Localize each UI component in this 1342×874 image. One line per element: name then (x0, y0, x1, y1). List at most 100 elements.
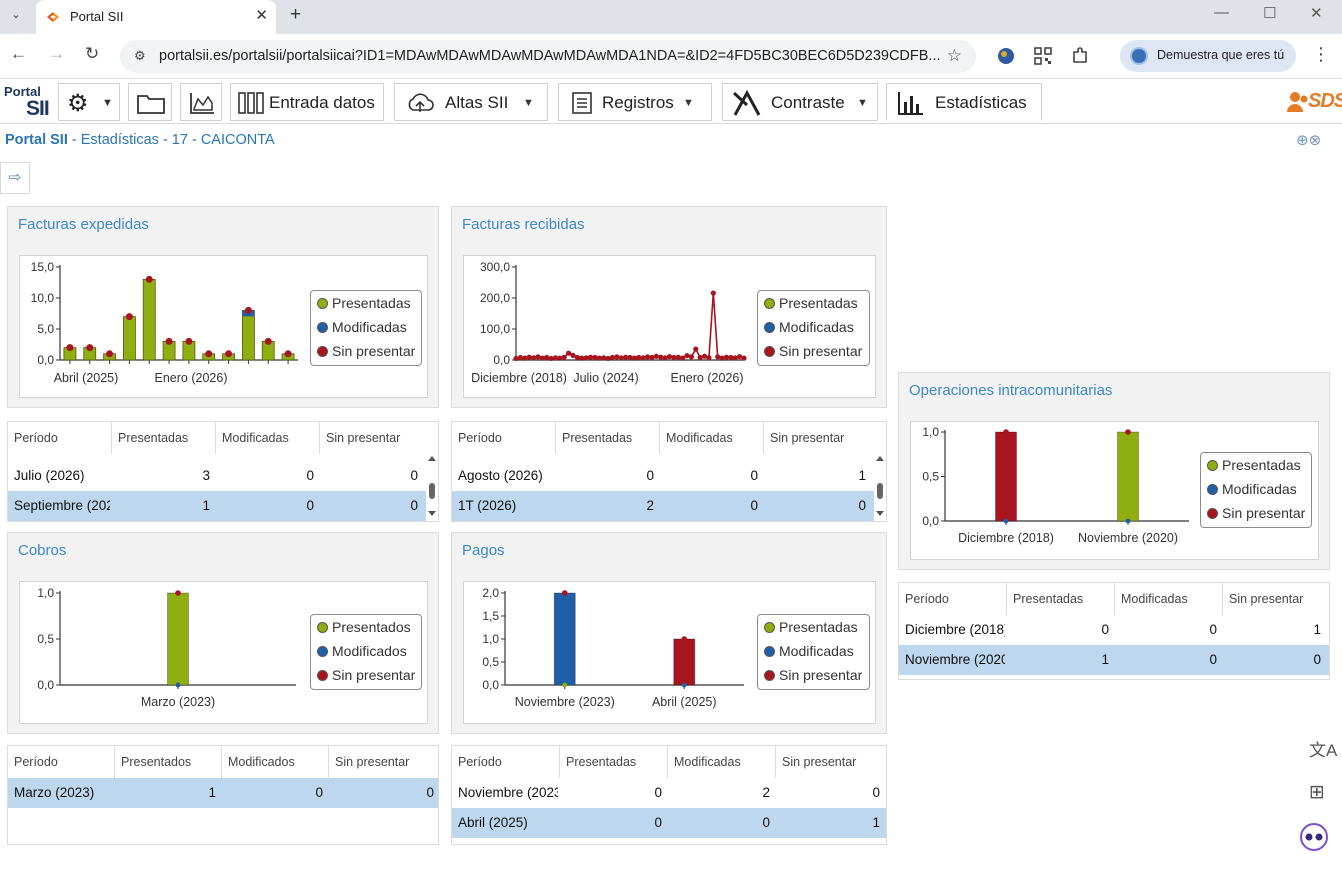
data-point (693, 346, 699, 352)
column-header[interactable]: Período (8, 746, 115, 778)
qr-code-icon[interactable] (1034, 47, 1052, 65)
column-header[interactable]: Sin presentar (770, 431, 845, 445)
table-row[interactable]: Julio (2026) 3 0 0 (8, 461, 426, 491)
legend-item-modificadas[interactable]: Modificadas (317, 319, 407, 335)
address-bar[interactable]: ⚙ portalsii.es/portalsii/portalsiicai?ID… (120, 40, 976, 73)
table-row[interactable]: Septiembre (202 1 0 0 (8, 491, 426, 521)
table-scrollbar[interactable] (874, 455, 886, 521)
data-point (681, 636, 688, 642)
legend-item-presentadas[interactable]: Presentadas (764, 295, 858, 311)
data-point (684, 353, 690, 359)
maximize-icon[interactable]: ☐ (1263, 5, 1277, 22)
column-header[interactable]: Período (899, 583, 1007, 615)
contraste-button[interactable]: Contraste ▼ (722, 83, 878, 121)
legend-item-sin-presentar[interactable]: Sin presentar (317, 343, 415, 359)
chart-legend: Presentadas Modificadas Sin presentar (310, 290, 422, 366)
browser-menu-icon[interactable]: ⋮ (1312, 44, 1330, 64)
legend-item-presentadas[interactable]: Presentadas (317, 295, 411, 311)
data-point (701, 353, 708, 359)
site-settings-icon[interactable]: ⚙ (134, 48, 146, 63)
column-header[interactable]: Modificadas (216, 422, 320, 454)
column-header[interactable]: Presentadas (560, 746, 668, 778)
minimize-icon[interactable]: — (1214, 4, 1229, 21)
column-header[interactable]: Presentadas (556, 422, 660, 454)
legend-dot-icon (317, 298, 328, 309)
apps-grid-icon[interactable]: ⊞ (1309, 782, 1325, 803)
column-header[interactable]: Sin presentar (326, 431, 401, 445)
column-header[interactable]: Sin presentar (1229, 592, 1304, 606)
table-row[interactable]: Abril (2025) 0 0 1 (452, 808, 886, 838)
y-tick-label: 100,0 (480, 322, 510, 336)
column-header[interactable]: Período (452, 422, 556, 454)
data-point (627, 354, 633, 361)
reload-icon[interactable]: ↻ (85, 44, 100, 63)
column-header[interactable]: Sin presentar (335, 755, 410, 769)
legend-item-presentados[interactable]: Presentados (317, 619, 411, 635)
back-arrow-icon[interactable]: ← (10, 44, 27, 63)
table-scrollbar[interactable] (426, 455, 438, 521)
breadcrumb-root[interactable]: Portal SII (5, 132, 68, 148)
table-facturas-recibidas: Período Presentadas Modificadas Sin pres… (451, 421, 887, 522)
table-row[interactable]: Noviembre (2020 1 0 0 (899, 645, 1329, 675)
legend-item-sin-presentar[interactable]: Sin presentar (1207, 505, 1305, 521)
column-header[interactable]: Presentadas (112, 422, 216, 454)
tab-close-icon[interactable]: ✕ (255, 7, 268, 24)
table-row[interactable]: Diciembre (2018) 0 0 1 (899, 615, 1329, 645)
profile-chip[interactable]: Demuestra que eres tú (1120, 40, 1296, 72)
table-row[interactable]: Noviembre (2023 0 2 0 (452, 778, 886, 808)
data-point (145, 275, 153, 283)
extension-globe-icon[interactable] (997, 47, 1015, 65)
column-header[interactable]: Presentados (115, 746, 222, 778)
new-tab-button[interactable]: + (290, 4, 302, 25)
table-row[interactable]: Marzo (2023) 1 0 0 (8, 778, 438, 808)
column-header[interactable]: Modificados (222, 746, 329, 778)
expand-icon[interactable]: ⊕ (1296, 132, 1309, 149)
table-row[interactable]: Agosto (2026) 0 0 1 (452, 461, 874, 491)
legend-item-modificadas[interactable]: Modificadas (764, 319, 854, 335)
bar (123, 316, 136, 361)
sds-logo[interactable]: SDS (1282, 82, 1342, 122)
window-close-icon[interactable]: ✕ (1310, 5, 1323, 22)
chart-area-button[interactable] (180, 83, 222, 121)
chart-container: 2,0 1,5 1,0 0,5 0,0 Noviembre (2023) Abril (20… (463, 581, 876, 724)
legend-item-sin-presentar[interactable]: Sin presentar (764, 667, 862, 683)
column-header[interactable]: Período (8, 422, 112, 454)
bookmark-star-icon[interactable]: ☆ (946, 46, 962, 65)
column-header[interactable]: Modificadas (1115, 583, 1223, 615)
extensions-puzzle-icon[interactable] (1071, 47, 1089, 65)
column-header[interactable]: Período (452, 746, 560, 778)
url-text[interactable]: portalsii.es/portalsii/portalsiicai?ID1=… (159, 48, 941, 64)
data-point (710, 290, 716, 296)
table-row[interactable]: 1T (2026) 2 0 0 (452, 491, 874, 521)
column-header[interactable]: Modificadas (660, 422, 764, 454)
cell-presentadas: 2 (646, 498, 654, 513)
translate-icon[interactable]: 文A (1309, 741, 1338, 760)
assistant-bot-icon[interactable] (1299, 822, 1329, 852)
altas-sii-button[interactable]: Altas SII ▼ (394, 83, 548, 121)
forward-arrow-icon[interactable]: → (48, 44, 65, 63)
close-circle-icon[interactable]: ⊗ (1308, 132, 1322, 149)
estadisticas-button[interactable]: Estadísticas (886, 83, 1042, 121)
folder-button[interactable] (128, 83, 172, 121)
legend-item-presentadas[interactable]: Presentadas (1207, 457, 1301, 473)
legend-item-modificadas[interactable]: Modificadas (1207, 481, 1297, 497)
entrada-datos-button[interactable]: Entrada datos (230, 83, 384, 121)
registros-button[interactable]: Registros ▼ (558, 83, 712, 121)
data-point (623, 354, 629, 360)
column-header[interactable]: Sin presentar (782, 755, 857, 769)
exit-button[interactable]: ⇨ (0, 162, 30, 194)
legend-item-modificados[interactable]: Modificados (317, 643, 407, 659)
data-point (125, 313, 133, 321)
column-header[interactable]: Presentadas (1007, 583, 1115, 615)
legend-item-presentadas[interactable]: Presentadas (764, 619, 858, 635)
legend-item-modificadas[interactable]: Modificadas (764, 643, 854, 659)
breadcrumb-path: - Estadísticas - 17 - CAICONTA (67, 132, 275, 148)
portal-sii-logo[interactable]: Portal SII (4, 84, 50, 122)
tab-search-chevron-icon[interactable]: ⌄ (11, 9, 21, 21)
browser-tab[interactable]: Portal SII ✕ (36, 0, 276, 34)
settings-menu-button[interactable]: ⚙ ▼ (58, 83, 120, 121)
legend-item-sin-presentar[interactable]: Sin presentar (764, 343, 862, 359)
legend-item-sin-presentar[interactable]: Sin presentar (317, 667, 415, 683)
column-header[interactable]: Modificadas (668, 746, 776, 778)
